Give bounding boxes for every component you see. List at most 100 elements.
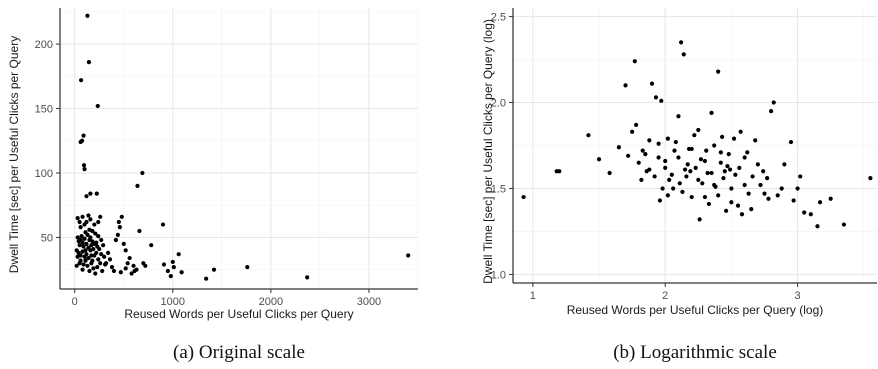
data-point (705, 170, 710, 176)
data-point (616, 145, 621, 150)
data-point (735, 203, 741, 208)
data-point (135, 183, 140, 188)
data-point (828, 196, 833, 201)
data-point (755, 162, 760, 167)
data-point (749, 206, 754, 212)
y-tick-label: 1.0 (491, 269, 506, 281)
data-points (521, 40, 873, 229)
data-point (696, 177, 701, 182)
data-points (74, 13, 411, 281)
data-point (729, 186, 734, 191)
y-tick-label: 200 (35, 39, 53, 51)
data-point (663, 165, 668, 170)
data-point (87, 268, 92, 274)
data-point (113, 237, 119, 243)
data-point (107, 257, 113, 262)
data-point (716, 69, 721, 74)
data-point (657, 198, 663, 203)
data-point (95, 264, 100, 270)
x-tick-label: 2 (662, 290, 668, 302)
data-point (94, 250, 99, 256)
data-point (179, 270, 184, 275)
data-point (83, 258, 88, 263)
y-tick-label: 50 (41, 232, 53, 244)
data-point (671, 186, 676, 191)
data-point (103, 262, 108, 267)
data-point (89, 253, 94, 258)
data-point (718, 150, 723, 155)
data-point (119, 214, 124, 219)
data-point (81, 262, 86, 267)
data-point (96, 257, 101, 262)
data-point (89, 261, 94, 266)
data-point (742, 182, 747, 188)
data-point (626, 153, 631, 158)
data-point (85, 13, 90, 18)
data-point (652, 174, 657, 179)
x-tick-label: 1000 (161, 296, 185, 308)
data-point (688, 169, 693, 174)
data-point (81, 244, 86, 249)
data-point (653, 95, 659, 100)
data-point (762, 191, 767, 196)
data-point (99, 252, 104, 257)
data-point (160, 222, 166, 227)
data-point (105, 250, 111, 256)
data-point (758, 182, 763, 188)
data-point (669, 172, 674, 177)
data-point (75, 235, 80, 240)
data-point (679, 40, 684, 45)
data-point (753, 138, 758, 143)
data-point (686, 146, 692, 152)
data-point (84, 194, 89, 199)
data-point (121, 241, 126, 246)
data-point (788, 139, 794, 145)
data-point (750, 174, 755, 179)
caption: (b) Logarithmic scale (613, 342, 777, 363)
data-point (131, 263, 136, 268)
data-point (84, 252, 89, 257)
data-point (698, 157, 704, 162)
data-point (724, 208, 729, 213)
x-tick-label: 2000 (259, 296, 283, 308)
data-point (86, 255, 91, 261)
data-point (95, 103, 100, 109)
data-point (623, 83, 628, 88)
data-point (733, 172, 738, 177)
data-point (75, 216, 80, 221)
data-point (731, 136, 737, 141)
data-point (81, 133, 86, 138)
data-point (98, 261, 103, 266)
data-point (672, 148, 677, 153)
data-point (607, 170, 612, 176)
data-point (80, 214, 85, 219)
data-point (116, 219, 121, 225)
data-point (738, 129, 743, 134)
data-point (712, 143, 717, 148)
data-point (677, 181, 682, 186)
data-point (204, 276, 209, 281)
data-point (94, 191, 99, 196)
data-point (817, 200, 823, 205)
data-point (726, 151, 731, 157)
data-point (305, 275, 310, 280)
data-point (737, 165, 742, 170)
x-tick-label: 1 (530, 290, 536, 302)
data-point (86, 213, 91, 218)
scatter-panel-original-scale: 0 1000 2000 3000 50 100 150 200 Reused Words pe… (7, 8, 419, 363)
y-tick-label: 2.5 (491, 12, 506, 24)
data-point (739, 212, 745, 217)
data-point (647, 138, 652, 143)
data-point (771, 100, 776, 105)
data-point (702, 194, 708, 200)
data-point (798, 174, 803, 179)
data-point (761, 169, 766, 174)
data-point (82, 167, 87, 172)
data-point (718, 160, 723, 165)
data-point (676, 155, 681, 160)
data-point (78, 225, 83, 230)
y-tick-label: 2.0 (491, 98, 506, 110)
axes: 0 1000 2000 3000 50 100 150 200 (35, 8, 418, 308)
data-point (713, 184, 718, 189)
data-point (129, 271, 134, 276)
